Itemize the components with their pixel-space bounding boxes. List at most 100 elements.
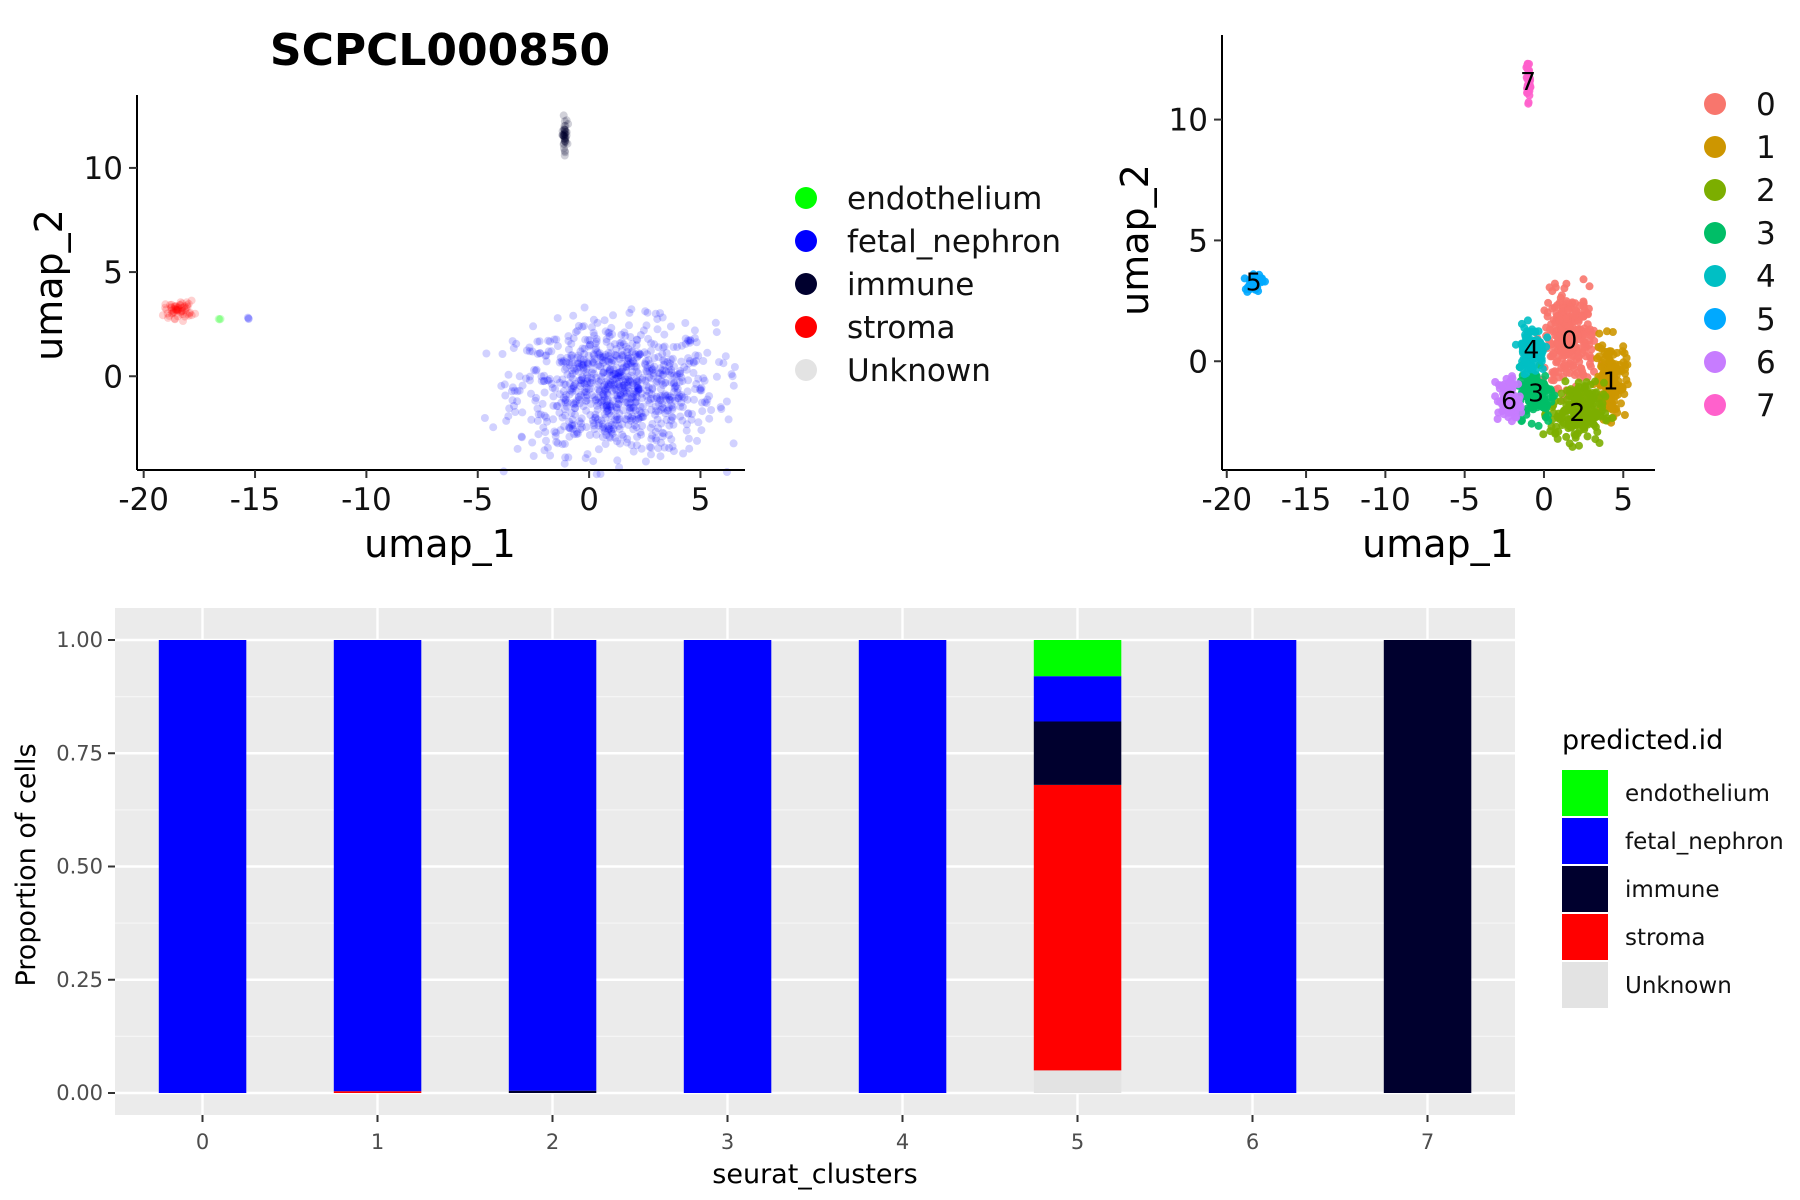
data-point [671, 396, 680, 405]
data-point [658, 399, 667, 408]
data-point [599, 423, 608, 431]
data-point [536, 410, 545, 419]
data-point [609, 365, 618, 374]
data-point [667, 365, 676, 374]
data-point [1252, 275, 1260, 283]
data-point [582, 423, 591, 432]
data-point [599, 401, 608, 410]
data-point [582, 393, 591, 402]
data-point [592, 430, 601, 439]
data-point [633, 377, 642, 385]
data-point [722, 397, 731, 406]
data-point [569, 364, 578, 373]
y-tick-label: 1.00 [56, 628, 103, 652]
data-point [567, 409, 576, 417]
data-point [643, 308, 652, 317]
data-point [586, 340, 595, 349]
data-point [616, 389, 624, 398]
data-point [544, 347, 553, 356]
data-point [655, 396, 664, 405]
data-point [167, 306, 176, 315]
data-point [540, 371, 549, 380]
data-point [528, 438, 537, 447]
data-point [1570, 311, 1579, 320]
data-point [623, 359, 632, 368]
data-point [544, 336, 553, 345]
data-point [582, 388, 590, 396]
data-point [1568, 442, 1577, 451]
data-point [589, 365, 598, 374]
data-point [573, 326, 582, 335]
y-tick-label: 0.25 [56, 968, 103, 992]
data-point [585, 342, 593, 351]
data-point [624, 377, 632, 386]
data-point [1543, 333, 1552, 342]
data-point [1523, 334, 1532, 343]
data-point [675, 392, 684, 401]
data-point [652, 407, 660, 415]
data-point [616, 391, 625, 400]
data-point [1583, 320, 1592, 329]
data-point [1560, 361, 1569, 370]
x-tick-label: -20 [1201, 482, 1252, 518]
data-point [507, 387, 516, 396]
data-point [558, 440, 567, 449]
data-point [556, 426, 565, 435]
data-point [684, 376, 693, 385]
data-point [621, 398, 630, 407]
data-point [716, 403, 725, 412]
data-point [626, 414, 635, 423]
y-tick-label: 10 [84, 151, 123, 187]
data-point [621, 392, 630, 401]
data-point [685, 444, 694, 453]
data-point [666, 355, 675, 364]
data-point [590, 355, 599, 364]
data-point [541, 351, 550, 360]
bar-segment [1033, 1070, 1122, 1093]
data-point [563, 398, 572, 407]
data-point [665, 421, 674, 430]
data-point [600, 410, 609, 419]
data-point [659, 370, 668, 379]
data-point [1531, 327, 1540, 336]
data-point [606, 349, 615, 358]
data-point [615, 415, 624, 424]
data-point [179, 317, 187, 325]
data-point [624, 383, 633, 392]
data-point [665, 444, 674, 452]
data-point [653, 377, 662, 386]
data-point [592, 335, 601, 343]
data-point [668, 413, 677, 422]
data-point [685, 356, 694, 365]
data-point [177, 306, 186, 315]
data-point [625, 404, 634, 413]
data-point [664, 406, 673, 415]
data-point [613, 369, 622, 377]
data-point [535, 337, 544, 346]
data-point [626, 406, 635, 415]
data-point [504, 370, 513, 379]
data-point [604, 425, 613, 434]
data-point [570, 400, 579, 409]
data-point [604, 328, 613, 337]
data-point [662, 396, 671, 405]
data-point [678, 377, 687, 386]
data-point [663, 406, 672, 415]
data-point [161, 303, 170, 312]
data-point [511, 408, 520, 416]
data-point [677, 341, 686, 350]
data-point [1521, 357, 1530, 366]
data-point [602, 401, 611, 410]
data-point [623, 398, 632, 407]
data-point [561, 395, 570, 404]
data-point [715, 358, 723, 367]
data-point [634, 352, 643, 361]
data-point [570, 421, 579, 430]
data-point [621, 415, 630, 423]
data-point [604, 349, 613, 357]
data-point [601, 351, 610, 359]
data-point [560, 127, 569, 136]
chart-title: SCPCL000850 [270, 25, 610, 76]
data-point [583, 391, 591, 400]
data-point [641, 408, 650, 417]
